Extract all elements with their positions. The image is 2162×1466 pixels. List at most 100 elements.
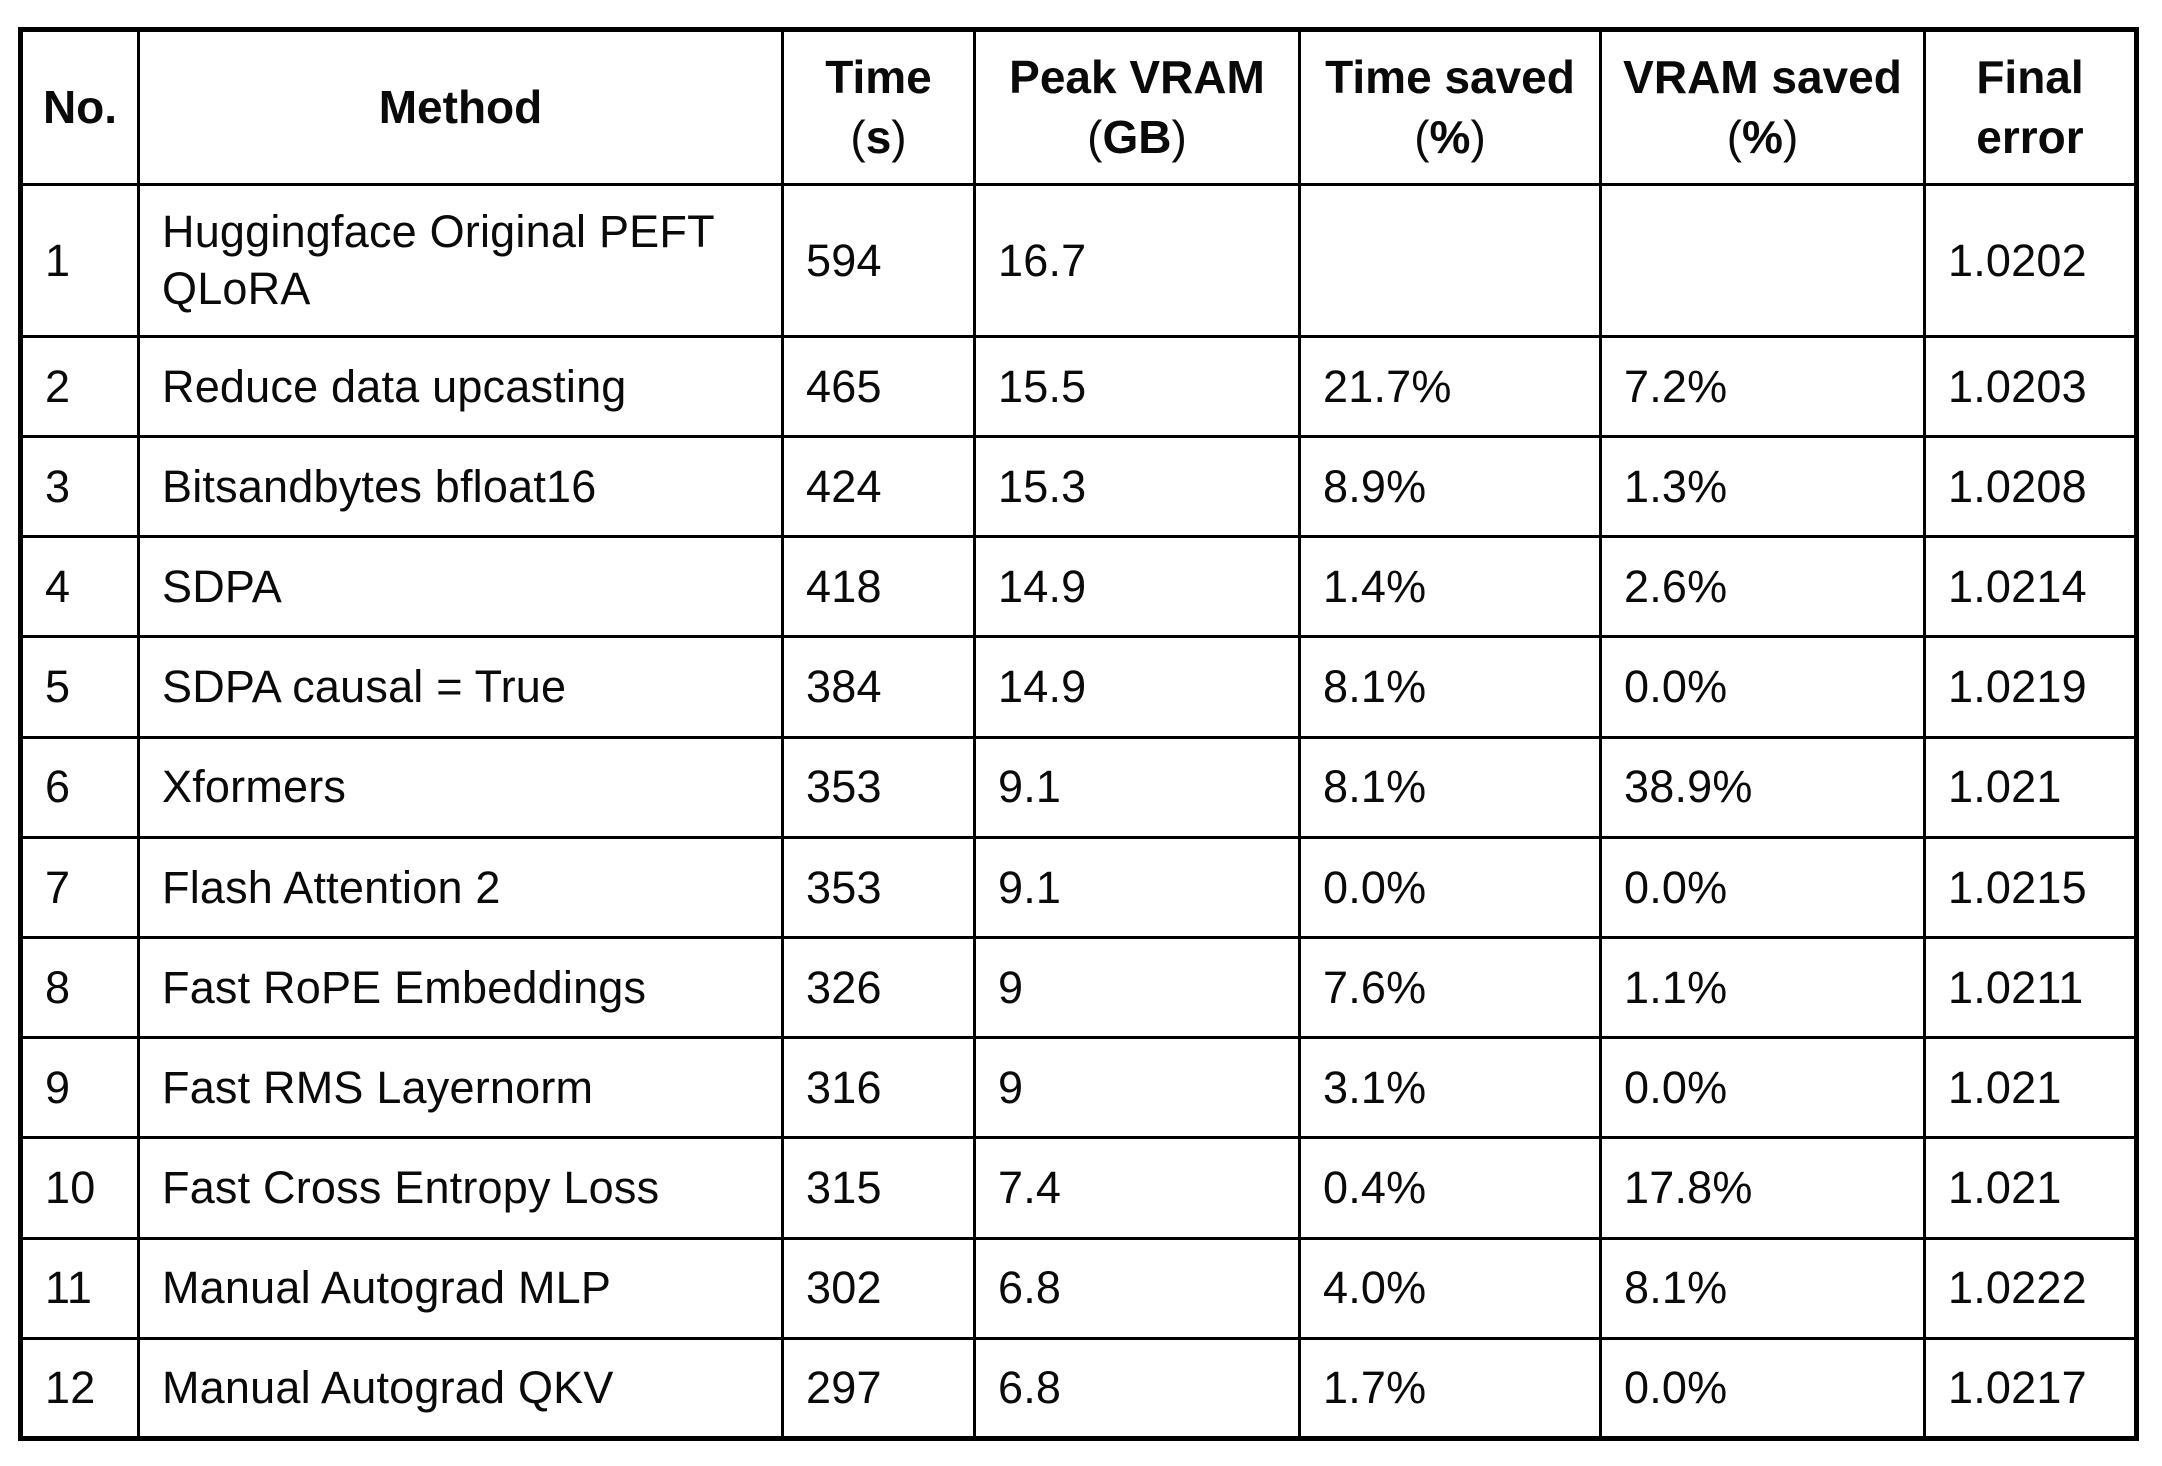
cell-peak-vram: 14.9 bbox=[973, 635, 1301, 739]
cell-method: SDPA bbox=[137, 535, 784, 639]
table-row: 10 Fast Cross Entropy Loss 315 7.4 0.4% 17.8%… bbox=[19, 1136, 2138, 1240]
cell-method: Fast RoPE Embeddings bbox=[137, 935, 784, 1040]
cell-time-saved: 8.1% bbox=[1298, 735, 1602, 839]
cell-time-saved bbox=[1298, 183, 1602, 338]
cell-vram-saved: 1.1% bbox=[1599, 935, 1926, 1040]
cell-peak-vram: 14.9 bbox=[973, 535, 1301, 639]
cell-time: 316 bbox=[781, 1036, 976, 1140]
cell-time-saved: 21.7% bbox=[1298, 334, 1602, 439]
cell-time: 326 bbox=[781, 935, 976, 1040]
cell-time-saved: 0.4% bbox=[1298, 1136, 1602, 1240]
cell-vram-saved: 7.2% bbox=[1599, 334, 1926, 439]
header-sublabel: (%) bbox=[1307, 108, 1593, 168]
cell-peak-vram: 15.5 bbox=[973, 334, 1301, 439]
table-row: 2 Reduce data upcasting 465 15.5 21.7% 7.2% 1.… bbox=[19, 334, 2138, 439]
cell-time-saved: 7.6% bbox=[1298, 935, 1602, 1040]
cell-vram-saved: 17.8% bbox=[1599, 1136, 1926, 1240]
cell-final-error: 1.021 bbox=[1923, 735, 2138, 839]
header-label: Time saved bbox=[1325, 50, 1575, 103]
cell-no: 2 bbox=[19, 334, 140, 439]
table-row: 8 Fast RoPE Embeddings 326 9 7.6% 1.1% 1.0211 bbox=[19, 935, 2138, 1040]
cell-vram-saved: 2.6% bbox=[1599, 535, 1926, 639]
table-header: No. Method Time (s) Peak VRAM (GB) Time saved(… bbox=[19, 28, 2138, 186]
cell-final-error: 1.021 bbox=[1923, 1136, 2138, 1240]
cell-vram-saved: 0.0% bbox=[1599, 635, 1926, 739]
cell-time: 297 bbox=[781, 1336, 976, 1441]
cell-final-error: 1.0217 bbox=[1923, 1336, 2138, 1441]
header-sublabel-unit: % bbox=[1742, 110, 1783, 163]
cell-final-error: 1.0215 bbox=[1923, 835, 2138, 939]
cell-final-error: 1.0202 bbox=[1923, 183, 2138, 338]
header-sublabel: (s) bbox=[790, 108, 967, 168]
cell-time: 353 bbox=[781, 735, 976, 839]
cell-peak-vram: 16.7 bbox=[973, 183, 1301, 338]
cell-time: 424 bbox=[781, 434, 976, 539]
paren-close: ) bbox=[1782, 110, 1799, 163]
table-row: 3 Bitsandbytes bfloat16 424 15.3 8.9% 1.3% 1.0… bbox=[19, 434, 2138, 539]
header-sublabel: error bbox=[1976, 110, 2084, 163]
cell-final-error: 1.0208 bbox=[1923, 434, 2138, 539]
cell-time: 353 bbox=[781, 835, 976, 939]
cell-vram-saved: 38.9% bbox=[1599, 735, 1926, 839]
cell-method: Huggingface Original PEFT QLoRA bbox=[137, 183, 784, 338]
cell-no: 8 bbox=[19, 935, 140, 1040]
table-row: 6 Xformers 353 9.1 8.1% 38.9% 1.021 bbox=[19, 735, 2138, 839]
paren-close: ) bbox=[891, 110, 907, 163]
cell-vram-saved: 0.0% bbox=[1599, 1036, 1926, 1140]
cell-no: 9 bbox=[19, 1036, 140, 1140]
cell-method: Reduce data upcasting bbox=[137, 334, 784, 439]
paren-open: ( bbox=[1087, 110, 1103, 163]
cell-peak-vram: 15.3 bbox=[973, 434, 1301, 539]
cell-vram-saved: 1.3% bbox=[1599, 434, 1926, 539]
cell-final-error: 1.0222 bbox=[1923, 1236, 2138, 1340]
cell-no: 7 bbox=[19, 835, 140, 939]
header-label: VRAM saved bbox=[1623, 50, 1902, 103]
cell-time: 418 bbox=[781, 535, 976, 639]
cell-no: 12 bbox=[19, 1336, 140, 1441]
table-row: 12 Manual Autograd QKV 297 6.8 1.7% 0.0% 1.021… bbox=[19, 1336, 2138, 1441]
cell-method: Manual Autograd MLP bbox=[137, 1236, 784, 1340]
col-header-vram-saved: VRAM saved (%) bbox=[1599, 28, 1926, 186]
header-sublabel-unit: s bbox=[865, 110, 892, 163]
cell-peak-vram: 6.8 bbox=[973, 1336, 1301, 1441]
cell-method: Fast RMS Layernorm bbox=[137, 1036, 784, 1140]
cell-vram-saved: 0.0% bbox=[1599, 1336, 1926, 1441]
cell-final-error: 1.021 bbox=[1923, 1036, 2138, 1140]
header-label: Time bbox=[825, 50, 932, 103]
header-row: No. Method Time (s) Peak VRAM (GB) Time saved(… bbox=[19, 28, 2138, 186]
cell-no: 5 bbox=[19, 635, 140, 739]
cell-final-error: 1.0211 bbox=[1923, 935, 2138, 1040]
table-row: 7 Flash Attention 2 353 9.1 0.0% 0.0% 1.0215 bbox=[19, 835, 2138, 939]
cell-no: 1 bbox=[19, 183, 140, 338]
header-label: Method bbox=[378, 80, 543, 133]
cell-time: 315 bbox=[781, 1136, 976, 1240]
cell-peak-vram: 7.4 bbox=[973, 1136, 1301, 1240]
paren-close: ) bbox=[1470, 110, 1486, 163]
cell-time: 594 bbox=[781, 183, 976, 338]
cell-method: Manual Autograd QKV bbox=[137, 1336, 784, 1441]
cell-vram-saved bbox=[1599, 183, 1926, 338]
cell-time-saved: 1.7% bbox=[1298, 1336, 1602, 1441]
cell-time-saved: 8.9% bbox=[1298, 434, 1602, 539]
table-row: 5 SDPA causal = True 384 14.9 8.1% 0.0% 1.0219 bbox=[19, 635, 2138, 739]
cell-vram-saved: 0.0% bbox=[1599, 835, 1926, 939]
header-label: Final bbox=[1976, 50, 2084, 103]
cell-time: 302 bbox=[781, 1236, 976, 1340]
cell-time: 465 bbox=[781, 334, 976, 439]
table-row: 4 SDPA 418 14.9 1.4% 2.6% 1.0214 bbox=[19, 535, 2138, 639]
header-sublabel-unit: % bbox=[1429, 110, 1471, 163]
col-header-method: Method bbox=[137, 28, 784, 186]
cell-method: SDPA causal = True bbox=[137, 635, 784, 739]
cell-time-saved: 8.1% bbox=[1298, 635, 1602, 739]
col-header-time-saved: Time saved (%) bbox=[1298, 28, 1602, 186]
cell-peak-vram: 9 bbox=[973, 1036, 1301, 1140]
table-row: 1 Huggingface Original PEFT QLoRA 594 16.7 1… bbox=[19, 183, 2138, 338]
cell-final-error: 1.0214 bbox=[1923, 535, 2138, 639]
paren-open: ( bbox=[1414, 110, 1430, 163]
cell-method: Bitsandbytes bfloat16 bbox=[137, 434, 784, 539]
cell-final-error: 1.0219 bbox=[1923, 635, 2138, 739]
col-header-no: No. bbox=[19, 28, 140, 186]
cell-no: 4 bbox=[19, 535, 140, 639]
cell-peak-vram: 9.1 bbox=[973, 735, 1301, 839]
col-header-peak-vram: Peak VRAM (GB) bbox=[973, 28, 1301, 186]
